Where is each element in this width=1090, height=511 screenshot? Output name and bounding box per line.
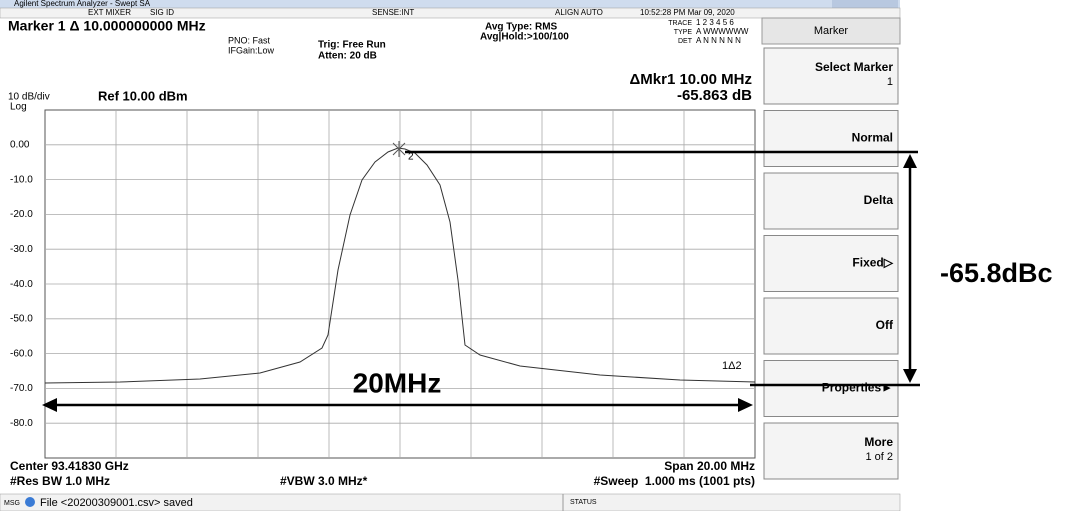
sweep: #Sweep 1.000 ms (1001 pts): [594, 474, 755, 488]
datetime: 10:52:28 PM Mar 09, 2020: [640, 8, 735, 17]
type: A WWWWWW: [696, 27, 749, 36]
softkey-label: Select Marker: [815, 60, 893, 74]
message-bar: [0, 493, 901, 511]
status-item: SENSE:INT: [372, 8, 414, 17]
atten: Atten: 20 dB: [318, 51, 377, 62]
status-label: STATUS: [570, 499, 597, 506]
y-label: -30.0: [10, 244, 33, 255]
softkey[interactable]: [763, 47, 899, 105]
softkey-label: Fixed▷: [852, 256, 893, 270]
log: Log: [10, 102, 27, 113]
vbw: #VBW 3.0 MHz*: [280, 474, 368, 488]
status-row: [0, 7, 901, 19]
y-label: 0.00: [10, 140, 30, 151]
message: File <20200309001.csv> saved: [40, 497, 193, 509]
pno: PNO: Fast: [228, 35, 271, 45]
title-bar: [0, 0, 900, 8]
softkey[interactable]: [763, 172, 899, 230]
y-label: -60.0: [10, 348, 33, 359]
center: Center 93.41830 GHz: [10, 459, 129, 473]
delta-value: -65.863 dB: [677, 87, 752, 104]
y-label: -80.0: [10, 418, 33, 429]
trig: Trig: Free Run: [318, 40, 386, 51]
softkey[interactable]: [763, 297, 899, 355]
y-labels: 0.00 -10.0 -20.0 -30.0 -40.0 -50.0 -60.0 -70.0 -…: [10, 140, 33, 429]
status-item: EXT MIXER: [88, 8, 131, 17]
ref-level: Ref 10.00 dBm: [98, 88, 188, 103]
softkey-label: More: [864, 435, 893, 449]
level-annotation: -65.8dBc: [940, 258, 1053, 288]
softkey[interactable]: [763, 235, 899, 292]
y-label: -10.0: [10, 174, 33, 185]
softkey-menu-title: Marker: [814, 25, 849, 37]
span-annotation: 20MHz: [353, 367, 442, 398]
status-item: SIG ID: [150, 8, 174, 17]
y-label: -50.0: [10, 314, 33, 325]
softkey[interactable]: [763, 110, 899, 167]
grid: [45, 110, 755, 458]
marker-symbol: [392, 141, 406, 157]
det-label: DET: [678, 38, 693, 45]
marker-label: 1Δ2: [722, 360, 742, 372]
softkey-sub: 1 of 2: [865, 451, 893, 463]
det: A N N N N N: [696, 36, 741, 45]
trace-label: TRACE: [668, 20, 692, 27]
res-bw: #Res BW 1.0 MHz: [10, 474, 110, 488]
y-label: -70.0: [10, 383, 33, 394]
softkey-label: Normal: [852, 131, 893, 145]
info-icon: [25, 497, 35, 507]
softkey-label: Properties►: [822, 381, 893, 395]
type-label: TYPE: [674, 29, 693, 36]
softkey[interactable]: [763, 360, 899, 417]
marker-readout: Marker 1 Δ 10.000000000 MHz: [8, 18, 206, 34]
delta-marker: ΔMkr1 10.00 MHz: [630, 71, 753, 88]
window-title: Agilent Spectrum Analyzer - Swept SA: [14, 0, 151, 8]
softkey[interactable]: [763, 422, 899, 480]
softkey-menu: [761, 17, 901, 45]
msg-label: MSG: [4, 500, 20, 507]
avg-hold: Avg|Hold:>100/100: [480, 32, 569, 43]
avg-type: Avg Type: RMS: [485, 22, 558, 33]
softkeys: Select Marker 1 Normal Delta Fixed▷ Off Proper…: [763, 47, 899, 480]
status-item: ALIGN AUTO: [555, 8, 603, 17]
softkey-label: Delta: [864, 193, 894, 207]
trace: 1 2 3 4 5 6: [696, 18, 734, 27]
softkey-label: Off: [876, 318, 894, 332]
scale: 10 dB/div: [8, 92, 50, 103]
y-label: -40.0: [10, 279, 33, 290]
span: Span 20.00 MHz: [664, 459, 755, 473]
y-label: -20.0: [10, 209, 33, 220]
ifgain: IFGain:Low: [228, 45, 275, 55]
softkey-sub: 1: [887, 76, 893, 88]
window-controls[interactable]: [832, 0, 898, 8]
marker-label: 2: [408, 152, 414, 163]
